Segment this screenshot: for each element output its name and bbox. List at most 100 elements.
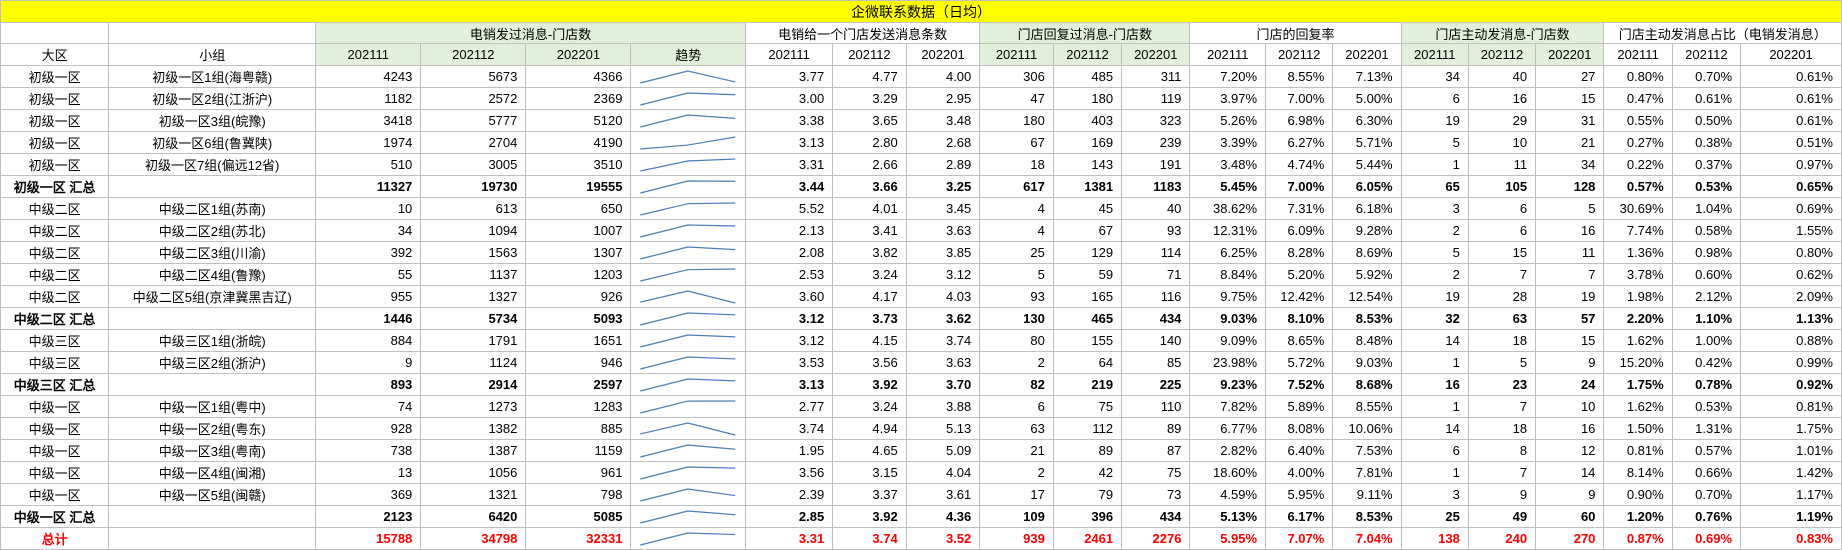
cell-rate: 8.53%	[1332, 307, 1402, 330]
column-header-month: 202112	[1467, 43, 1537, 66]
cell-rate: 8.48%	[1332, 329, 1402, 352]
cell-rate: 2.82%	[1189, 439, 1267, 462]
group-header-blank	[108, 22, 317, 44]
sparkline	[635, 222, 741, 240]
total-row: 总计 15788 34798 32331 3.31 3.74 3.52 939 2461 2276…	[0, 527, 1842, 550]
cell-stores: 3510	[525, 153, 632, 176]
cell-ratio: 0.81%	[1603, 439, 1673, 462]
cell-reply: 79	[1052, 483, 1123, 506]
cell-rate: 5.26%	[1189, 109, 1267, 132]
cell-group: 中级二区3组(川渝)	[108, 241, 317, 264]
sheet-title: 企微联系数据（日均）	[0, 0, 1842, 23]
cell-reply: 4	[979, 197, 1054, 220]
cell-rate: 7.53%	[1332, 439, 1402, 462]
cell-msgs: 5.09	[905, 439, 981, 462]
cell-reply: 306	[979, 65, 1054, 88]
cell-reply: 323	[1121, 109, 1191, 132]
sparkline-line	[641, 159, 736, 171]
cell-reply: 64	[1052, 351, 1123, 374]
cell-reply: 89	[1121, 417, 1191, 440]
cell-stores: 955	[315, 285, 422, 308]
cell-stores: 3005	[420, 153, 527, 176]
cell-active: 5	[1400, 131, 1469, 154]
cell-active: 24	[1535, 373, 1605, 396]
cell-rate: 6.77%	[1189, 417, 1267, 440]
column-header-month: 202201	[1121, 43, 1191, 66]
cell-stores: 613	[420, 197, 527, 220]
cell-reply: 87	[1121, 439, 1191, 462]
cell-active: 15	[1467, 241, 1537, 264]
cell-msgs: 4.00	[905, 65, 981, 88]
cell-stores: 1651	[525, 329, 632, 352]
cell-reply: 42	[1052, 461, 1123, 484]
cell-msgs: 5.13	[905, 417, 981, 440]
cell-ratio: 0.58%	[1671, 219, 1742, 242]
cell-msgs: 3.74	[832, 527, 907, 550]
cell-msgs: 2.53	[744, 263, 834, 286]
cell-stores: 510	[315, 153, 422, 176]
cell-trend-sparkline	[630, 505, 746, 528]
cell-rate: 7.07%	[1265, 527, 1334, 550]
cell-rate: 7.81%	[1332, 461, 1402, 484]
cell-msgs: 3.12	[744, 307, 834, 330]
cell-ratio: 1.55%	[1740, 219, 1842, 242]
cell-group: 中级一区1组(粤中)	[108, 395, 317, 418]
cell-reply: 63	[979, 417, 1054, 440]
cell-reply: 80	[979, 329, 1054, 352]
cell-region: 初级一区	[0, 87, 110, 110]
cell-trend-sparkline	[630, 307, 746, 330]
cell-reply: 180	[1052, 87, 1123, 110]
group-header-blank	[0, 22, 110, 44]
cell-stores: 1974	[315, 131, 422, 154]
cell-msgs: 4.01	[832, 197, 907, 220]
cell-ratio: 3.78%	[1603, 263, 1673, 286]
cell-msgs: 4.77	[832, 65, 907, 88]
cell-trend-sparkline	[630, 351, 746, 374]
cell-reply: 47	[979, 87, 1054, 110]
cell-rate: 5.95%	[1265, 483, 1334, 506]
column-header-month: 202201	[1740, 43, 1842, 66]
sparkline-line	[641, 115, 736, 127]
cell-active: 11	[1535, 241, 1605, 264]
group-header: 门店的回复率	[1189, 22, 1402, 44]
cell-active: 1	[1400, 153, 1469, 176]
cell-group	[108, 373, 317, 396]
cell-active: 9	[1467, 483, 1537, 506]
cell-msgs: 3.53	[744, 351, 834, 374]
cell-ratio: 0.92%	[1740, 373, 1842, 396]
cell-group: 中级二区1组(苏南)	[108, 197, 317, 220]
cell-msgs: 3.38	[744, 109, 834, 132]
sparkline-line	[641, 379, 736, 391]
cell-msgs: 3.92	[832, 373, 907, 396]
cell-msgs: 2.68	[905, 131, 981, 154]
cell-active: 7	[1467, 461, 1537, 484]
cell-stores: 1307	[525, 241, 632, 264]
cell-stores: 2123	[315, 505, 422, 528]
cell-reply: 617	[979, 175, 1054, 198]
subtotal-row: 中级二区 汇总 1446 5734 5093 3.12 3.73 3.62 130 465 434…	[0, 307, 1842, 330]
subtotal-row: 初级一区 汇总 11327 19730 19555 3.44 3.66 3.25 617 138…	[0, 175, 1842, 198]
cell-msgs: 3.66	[832, 175, 907, 198]
cell-msgs: 2.77	[744, 395, 834, 418]
cell-stores: 5734	[420, 307, 527, 330]
cell-active: 15	[1535, 329, 1605, 352]
cell-active: 240	[1467, 527, 1537, 550]
sparkline	[635, 420, 741, 438]
cell-stores: 798	[525, 483, 632, 506]
cell-ratio: 0.87%	[1603, 527, 1673, 550]
cell-ratio: 1.62%	[1603, 329, 1673, 352]
cell-stores: 74	[315, 395, 422, 418]
cell-stores: 4366	[525, 65, 632, 88]
cell-active: 12	[1535, 439, 1605, 462]
sparkline	[635, 508, 741, 526]
cell-msgs: 3.12	[905, 263, 981, 286]
sparkline-line	[641, 93, 736, 105]
table-row: 初级一区 初级一区2组(江浙沪) 1182 2572 2369 3.00 3.29 2.95 4…	[0, 87, 1842, 110]
cell-reply: 465	[1052, 307, 1123, 330]
cell-rate: 38.62%	[1189, 197, 1267, 220]
cell-active: 40	[1467, 65, 1537, 88]
cell-rate: 6.05%	[1332, 175, 1402, 198]
cell-rate: 7.13%	[1332, 65, 1402, 88]
cell-stores: 1182	[315, 87, 422, 110]
